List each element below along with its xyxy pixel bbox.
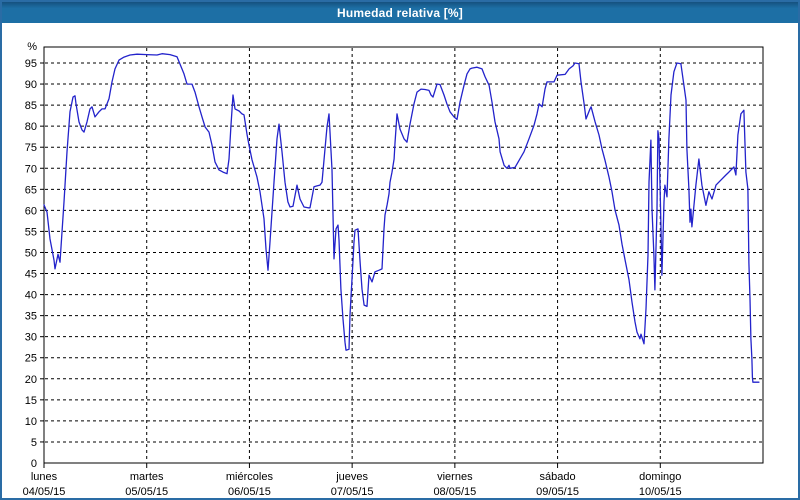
y-tick-label: 60 — [25, 205, 37, 217]
y-tick-label: 70 — [25, 163, 37, 175]
humidity-chart: 95 90 85 80 75 70 65 60 55 50 45 40 35 30 25 20 15 10 5% 0l… — [23, 41, 764, 498]
date-label: 06/05/15 — [228, 486, 271, 498]
y-axis-unit-label: % — [27, 41, 37, 53]
date-label: 10/05/15 — [639, 486, 682, 498]
y-baseline-label: 0 — [31, 458, 37, 470]
y-tick-label: 65 — [25, 184, 37, 196]
y-tick-label: 55 — [25, 226, 37, 238]
y-tick-label: 35 — [25, 311, 37, 323]
y-tick-label: 5 — [31, 437, 37, 449]
date-label: 04/05/15 — [23, 486, 66, 498]
date-label: 05/05/15 — [125, 486, 168, 498]
plot-border — [43, 46, 764, 464]
y-tick-label: 40 — [25, 290, 37, 302]
humidity-line — [43, 53, 760, 383]
y-tick-label: 95 — [25, 58, 37, 70]
window-title-bar: Humedad relativa [%] — [2, 2, 798, 23]
day-label: viernes — [437, 471, 473, 483]
y-tick-label: 50 — [25, 247, 37, 259]
day-label: jueves — [335, 471, 368, 483]
y-tick-label: 10 — [25, 416, 37, 428]
y-tick-label: 15 — [25, 395, 37, 407]
y-tick-label: 85 — [25, 100, 37, 112]
y-tick-label: 30 — [25, 332, 37, 344]
plot-area-container: 95 90 85 80 75 70 65 60 55 50 45 40 35 30 25 20 15 10 5% 0 l… — [2, 23, 798, 498]
date-label: 09/05/15 — [536, 486, 579, 498]
y-tick-label: 90 — [25, 79, 37, 91]
y-tick-label: 25 — [25, 353, 37, 365]
day-label: martes — [130, 471, 164, 483]
date-label: 07/05/15 — [331, 486, 374, 498]
date-label: 08/05/15 — [433, 486, 476, 498]
y-tick-label: 80 — [25, 121, 37, 133]
day-label: sábado — [540, 471, 576, 483]
y-tick-label: 45 — [25, 269, 37, 281]
y-tick-label: 20 — [25, 374, 37, 386]
y-tick-label: 75 — [25, 142, 37, 154]
window-title: Humedad relativa [%] — [336, 5, 464, 20]
day-label: lunes — [31, 471, 58, 483]
day-label: miércoles — [226, 471, 274, 483]
day-label: domingo — [639, 471, 681, 483]
